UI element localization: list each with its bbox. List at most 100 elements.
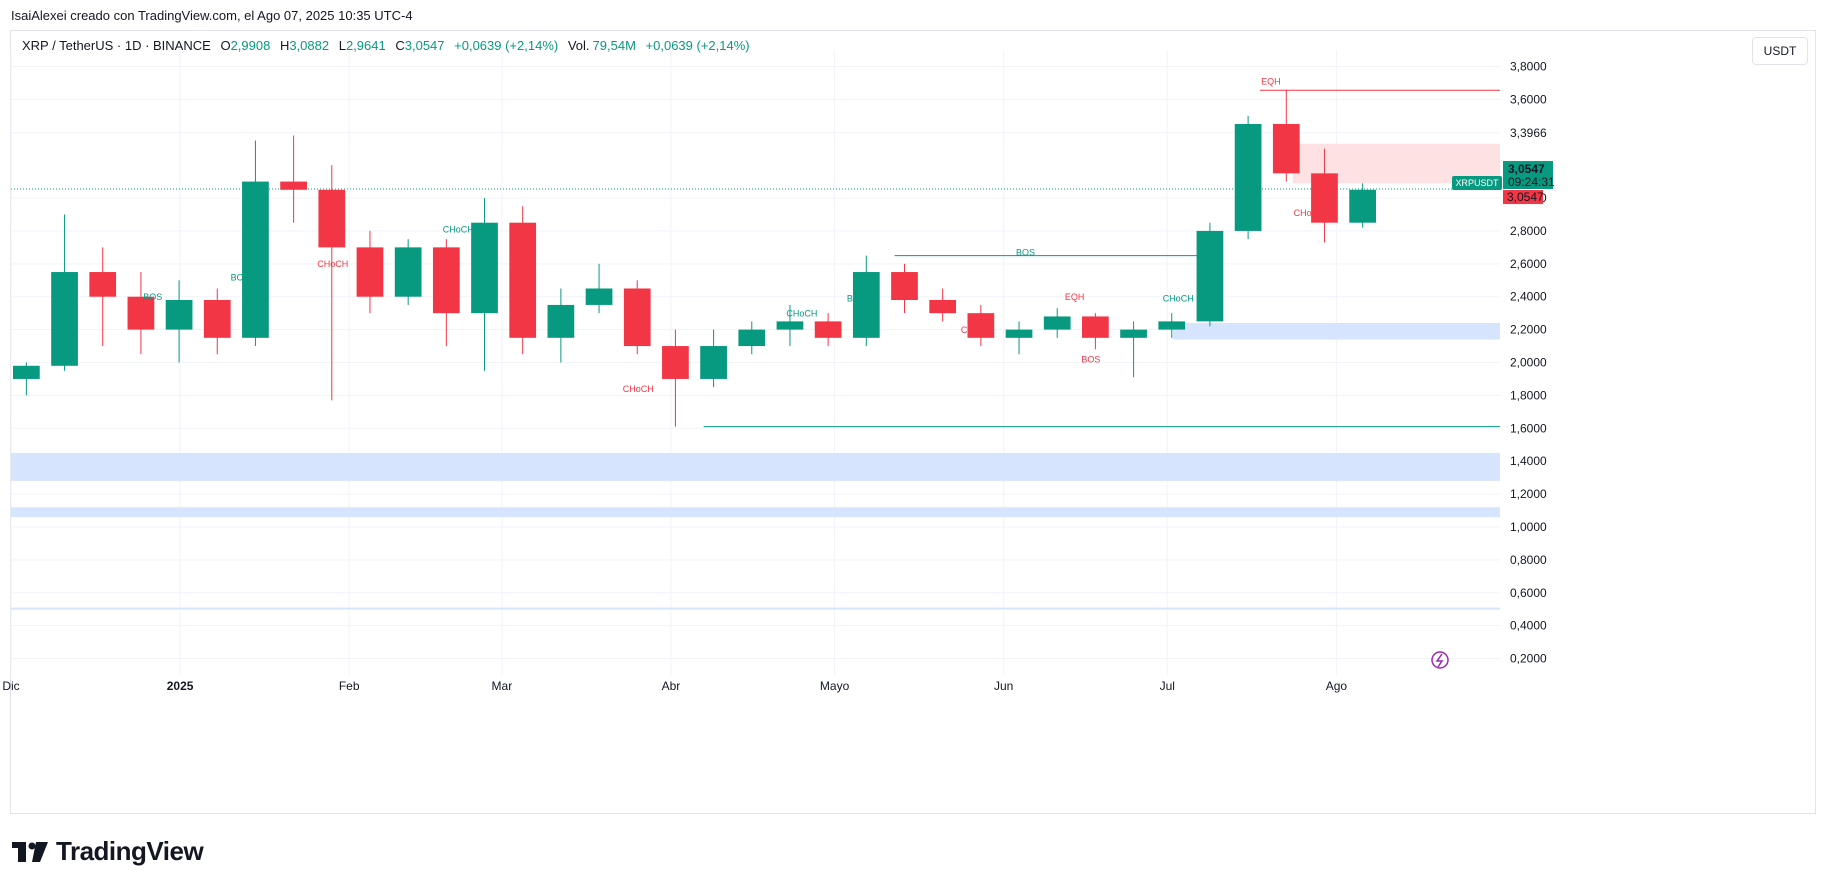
candle-body <box>662 346 689 379</box>
y-tick-label: 0,6000 <box>1510 586 1547 600</box>
structure-label-bos: BOS <box>1016 248 1035 258</box>
y-tick-label: 1,8000 <box>1510 388 1547 402</box>
x-tick-label: Mar <box>492 679 513 693</box>
lightning-bolt-icon <box>1435 653 1444 668</box>
candle-body <box>89 272 117 297</box>
candle-body <box>852 272 880 338</box>
structure-label-eqh: EQH <box>1065 292 1085 302</box>
y-tick-label: 3,6000 <box>1510 92 1547 106</box>
liquidity-zone <box>11 607 1500 610</box>
legend-volume-change: +0,0639 (+2,14%) <box>645 38 750 53</box>
candle-body <box>1349 189 1377 223</box>
candle-body <box>51 272 78 366</box>
structure-label-choch: CHoCH <box>623 384 654 394</box>
candle-body <box>700 346 727 379</box>
structure-label-choch: CHoCH <box>443 225 474 235</box>
y-tick-label: 0,8000 <box>1510 553 1547 567</box>
x-tick-label: Feb <box>339 679 360 693</box>
x-tick-label: Ago <box>1326 679 1348 693</box>
last-price-tag-box <box>1503 190 1543 205</box>
y-tick-label: 1,4000 <box>1510 454 1547 468</box>
tradingview-logo-icon <box>12 841 48 862</box>
candle-body <box>432 247 460 314</box>
y-tick-label: 1,0000 <box>1510 520 1547 534</box>
x-tick-label: Mayo <box>820 679 850 693</box>
candle-body <box>1120 329 1147 338</box>
candle-body <box>1272 124 1300 174</box>
candle-body <box>1043 316 1071 330</box>
structure-label-choch: CHoCH <box>1163 294 1194 304</box>
structure-label-choch: CHoCH <box>961 325 992 335</box>
x-tick-label: Jun <box>994 679 1013 693</box>
currency-button[interactable]: USDT <box>1752 37 1808 65</box>
candle-body <box>623 288 651 347</box>
brand-name: TradingView <box>56 836 204 866</box>
structure-label-eqh: EQH <box>1261 77 1281 87</box>
candle-body <box>1196 230 1224 322</box>
candle-body <box>1311 173 1338 223</box>
structure-label-choch: CHoCH <box>786 308 817 318</box>
candle-body <box>814 321 842 338</box>
candle-body <box>242 181 269 338</box>
candle-body <box>1234 124 1262 231</box>
symbol-legend: XRP / TetherUS · 1D · BINANCE O2,9908 H3… <box>22 38 756 53</box>
price-tag-countdown: 09:24:31 <box>1508 175 1555 189</box>
legend-symbol[interactable]: XRP / TetherUS · 1D · BINANCE <box>22 38 211 53</box>
candle-body <box>165 300 193 330</box>
candle-body <box>394 247 422 297</box>
legend-low: L2,9641 <box>338 38 386 53</box>
x-tick-label: Dic <box>2 679 19 693</box>
y-tick-label: 2,8000 <box>1510 224 1547 238</box>
price-tag-symbol-box <box>1452 176 1502 191</box>
candle-body <box>356 247 384 297</box>
legend-open: O2,9908 <box>220 38 271 53</box>
structure-label-bos: BOS <box>231 272 250 282</box>
price-tag-box <box>1503 161 1553 190</box>
structure-label-bos: BOS <box>143 292 162 302</box>
author-line: IsaiAlexei creado con TradingView.com, e… <box>11 8 413 23</box>
y-tick-label: 3,3966 <box>1510 126 1547 140</box>
legend-volume: Vol. 79,54M <box>567 38 636 53</box>
candle-body <box>776 321 804 330</box>
candle-body <box>891 272 918 300</box>
candle-body <box>127 296 155 330</box>
liquidity-zone <box>1172 323 1500 340</box>
y-tick-label: 2,0000 <box>1510 356 1547 370</box>
candle-body <box>280 181 307 190</box>
structure-label-choch: CHoCH <box>317 259 348 269</box>
structure-label-bos: BOS <box>438 285 457 295</box>
y-tick-label: 0,2000 <box>1510 652 1547 666</box>
y-tick-label: 2,4000 <box>1510 290 1547 304</box>
candle-body <box>509 222 537 338</box>
candle-body <box>203 300 231 338</box>
y-tick-label: 2,2000 <box>1510 323 1547 337</box>
x-tick-label: Jul <box>1160 679 1175 693</box>
price-tag-symbol: XRPUSDT <box>1455 178 1499 188</box>
liquidity-zone <box>11 507 1500 518</box>
candle-body <box>967 313 995 338</box>
legend-change: +0,0639 (+2,14%) <box>454 38 559 53</box>
candle-body <box>585 288 613 305</box>
candle-body <box>929 300 957 314</box>
y-tick-label: 2,6000 <box>1510 257 1547 271</box>
y-tick-label: 1,2000 <box>1510 487 1547 501</box>
candle-body <box>1082 316 1109 338</box>
candle-body <box>1158 321 1186 330</box>
y-tick-label: 3,8000 <box>1510 59 1547 73</box>
tradingview-logo: TradingView <box>12 836 204 867</box>
lightning-icon <box>1431 651 1449 669</box>
legend-high: H3,0882 <box>279 38 330 53</box>
y-tick-label: 1,6000 <box>1510 421 1547 435</box>
x-tick-label: Abr <box>662 679 681 693</box>
price-tag-value: 3,0547 <box>1508 162 1545 176</box>
x-tick-label: 2025 <box>167 679 194 693</box>
structure-label-bos: BOS <box>847 294 866 304</box>
candle-body <box>471 222 498 314</box>
liquidity-zone <box>11 452 1500 481</box>
candle-body <box>547 304 575 338</box>
y-tick-label: 0,4000 <box>1510 619 1547 633</box>
candle-body <box>318 189 346 248</box>
last-price-tag-value: 3,0547 <box>1507 190 1544 204</box>
candle-body <box>1005 329 1033 338</box>
